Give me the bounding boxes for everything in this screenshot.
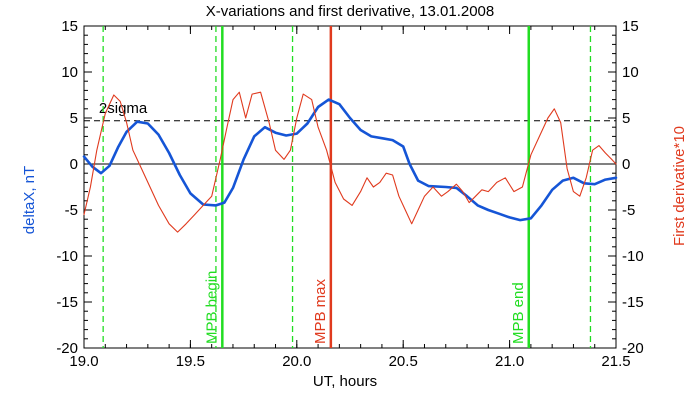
x-tick-label-2: 20.0 bbox=[282, 353, 311, 370]
x-tick-label-0: 19.0 bbox=[69, 353, 98, 370]
x-tick-label-5: 21.5 bbox=[601, 353, 630, 370]
x-tick-label-3: 20.5 bbox=[389, 353, 418, 370]
y-tick-label-left-6: -15 bbox=[56, 294, 78, 311]
x-axis-label: UT, hours bbox=[313, 373, 377, 390]
marker-label-2: MPB end bbox=[510, 282, 527, 344]
series-deltaX-line bbox=[82, 98, 618, 222]
y-axis-label-right: First derivative*10 bbox=[671, 126, 688, 246]
y-tick-label-right-7: -20 bbox=[622, 340, 644, 357]
threshold-label: 2sigma bbox=[99, 100, 148, 117]
y-tick-label-right-3: 0 bbox=[622, 156, 630, 173]
y-tick-label-left-4: -5 bbox=[65, 202, 78, 219]
y-axis-label-left: deltaX, nT bbox=[21, 166, 38, 234]
y-tick-label-right-0: 15 bbox=[622, 18, 639, 35]
y-tick-label-left-5: -10 bbox=[56, 248, 78, 265]
y-tick-label-right-1: 10 bbox=[622, 64, 639, 81]
series-derivative-line bbox=[83, 91, 617, 233]
y-tick-label-left-1: 10 bbox=[61, 64, 78, 81]
y-tick-label-right-5: -10 bbox=[622, 248, 644, 265]
x-tick-label-1: 19.5 bbox=[176, 353, 205, 370]
y-tick-label-right-6: -15 bbox=[622, 294, 644, 311]
y-tick-label-left-2: 5 bbox=[70, 110, 78, 127]
marker-label-1: MPB max bbox=[312, 278, 329, 344]
x-tick-label-4: 21.0 bbox=[495, 353, 524, 370]
plot-frame bbox=[83, 25, 617, 349]
y-tick-label-right-4: -5 bbox=[622, 202, 635, 219]
y-tick-label-right-2: 5 bbox=[622, 110, 630, 127]
y-tick-label-left-7: -20 bbox=[56, 340, 78, 357]
y-tick-label-left-3: 0 bbox=[70, 156, 78, 173]
marker-label-0: MPB begin bbox=[203, 271, 220, 344]
y-tick-label-left-0: 15 bbox=[61, 18, 78, 35]
plot-area: 19.0 19.5 20.0 20.5 21.0 21.5 15 15 10 10 5 5 0 0 -5 -5… bbox=[56, 18, 643, 370]
chart-title: X-variations and first derivative, 13.01… bbox=[206, 3, 495, 20]
